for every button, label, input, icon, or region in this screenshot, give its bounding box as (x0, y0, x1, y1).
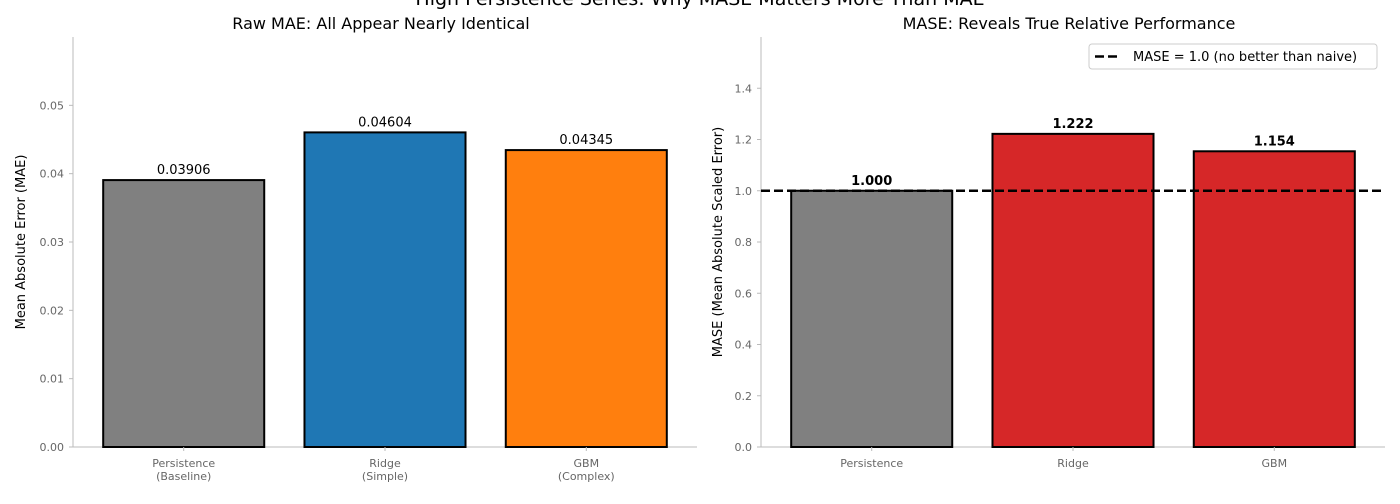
y-tick-label: 1.0 (735, 185, 753, 198)
y-tick-label: 0.2 (735, 390, 753, 403)
y-tick-label: 1.2 (735, 134, 753, 147)
y-tick-label: 0.05 (40, 99, 65, 112)
x-tick-label: GBM (1262, 457, 1288, 470)
legend-entry: MASE = 1.0 (no better than naive) (1133, 50, 1357, 65)
bar (303, 131, 467, 448)
y-tick-label: 0.03 (40, 236, 65, 249)
y-tick-label: 1.4 (735, 82, 753, 95)
figure-suptitle: High Persistence Series: Why MASE Matter… (0, 0, 1400, 10)
y-tick-label: 0.04 (40, 168, 65, 181)
y-tick-label: 0.4 (735, 339, 753, 352)
bar (1192, 150, 1356, 448)
bar (102, 179, 266, 448)
bar-value-label: 0.04345 (559, 133, 613, 148)
bar (504, 149, 668, 448)
y-tick-label: 0.0 (735, 441, 753, 454)
x-tick-label: GBM (Complex) (558, 457, 615, 483)
bar (991, 132, 1155, 449)
y-axis-label: MASE (Mean Absolute Scaled Error) (711, 127, 726, 357)
y-tick-label: 0.00 (40, 441, 65, 454)
x-tick-label: Persistence (840, 457, 903, 470)
x-tick-label: Persistence (Baseline) (152, 457, 215, 483)
chart-title: Raw MAE: All Appear Nearly Identical (232, 14, 529, 33)
bar-value-label: 0.04604 (358, 115, 412, 130)
bar-value-label: 1.154 (1254, 134, 1295, 149)
bar-value-label: 1.222 (1052, 117, 1093, 132)
x-tick-label: Ridge (Simple) (362, 457, 408, 483)
x-tick-label: Ridge (1057, 457, 1089, 470)
bar-value-label: 1.000 (851, 174, 892, 189)
y-tick-label: 0.6 (735, 287, 753, 300)
y-tick-label: 0.8 (735, 236, 753, 249)
legend-box (1088, 43, 1378, 70)
bar-value-label: 0.03906 (157, 163, 211, 178)
y-axis-label: Mean Absolute Error (MAE) (14, 155, 29, 330)
y-tick-label: 0.02 (40, 304, 65, 317)
y-tick-label: 0.01 (40, 373, 65, 386)
bar (790, 189, 954, 448)
chart-title: MASE: Reveals True Relative Performance (903, 14, 1236, 33)
